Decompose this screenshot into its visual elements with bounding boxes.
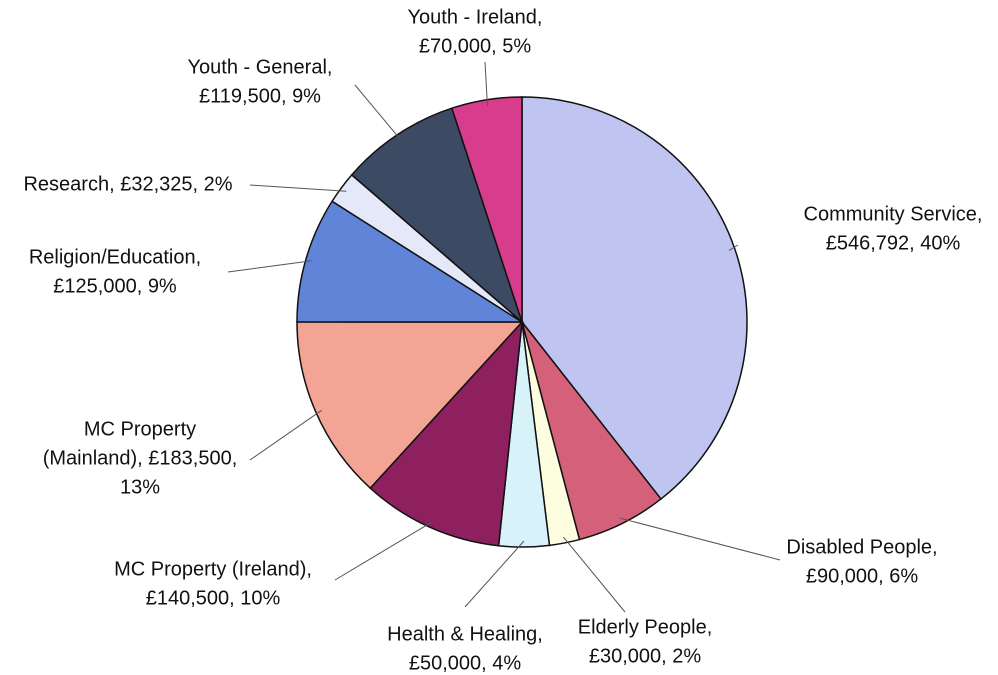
leader-line [354, 84, 401, 141]
slice-label: £546,792, 40% [826, 232, 961, 254]
leader-line [728, 244, 739, 251]
slice-label: Elderly People, [578, 616, 713, 638]
leader-line [619, 517, 781, 561]
slice-label: Religion/Education, [29, 246, 201, 268]
leader-line [563, 536, 626, 613]
pie-slice [369, 319, 523, 547]
pie-slice [450, 96, 523, 323]
pie-slice [350, 107, 524, 325]
leader-line [484, 61, 488, 106]
slice-label: £125,000, 9% [53, 275, 177, 297]
slice-label: £119,500, 9% [199, 85, 321, 107]
slice-label: £90,000, 6% [806, 565, 919, 587]
slice-label: Health & Healing, [387, 623, 543, 645]
slice-label: MC Property (Ireland), [114, 558, 312, 580]
slice-label: £140,500, 10% [146, 587, 281, 609]
pie-slice [521, 96, 748, 501]
slice-label: MC Property [84, 418, 196, 440]
leader-line [464, 540, 525, 608]
slice-label: Community Service, [804, 203, 983, 225]
leader-line [227, 260, 312, 273]
pie-slice [296, 200, 525, 323]
slice-label: Youth - General, [188, 56, 333, 78]
slice-label: £50,000, 4% [409, 652, 522, 674]
leader-line [249, 184, 347, 192]
leader-line [334, 521, 433, 581]
slice-label: £70,000, 5% [419, 35, 532, 57]
slice-label: (Mainland), £183,500, [43, 447, 238, 469]
leader-line [249, 409, 322, 461]
slice-label: £30,000, 2% [589, 645, 702, 667]
slice-label: Research, £32,325, 2% [23, 173, 232, 195]
pie-slice [296, 321, 524, 490]
slice-label: Youth - Ireland, [408, 6, 543, 28]
slice-label: Disabled People, [786, 536, 937, 558]
slice-label: 13% [120, 476, 160, 498]
